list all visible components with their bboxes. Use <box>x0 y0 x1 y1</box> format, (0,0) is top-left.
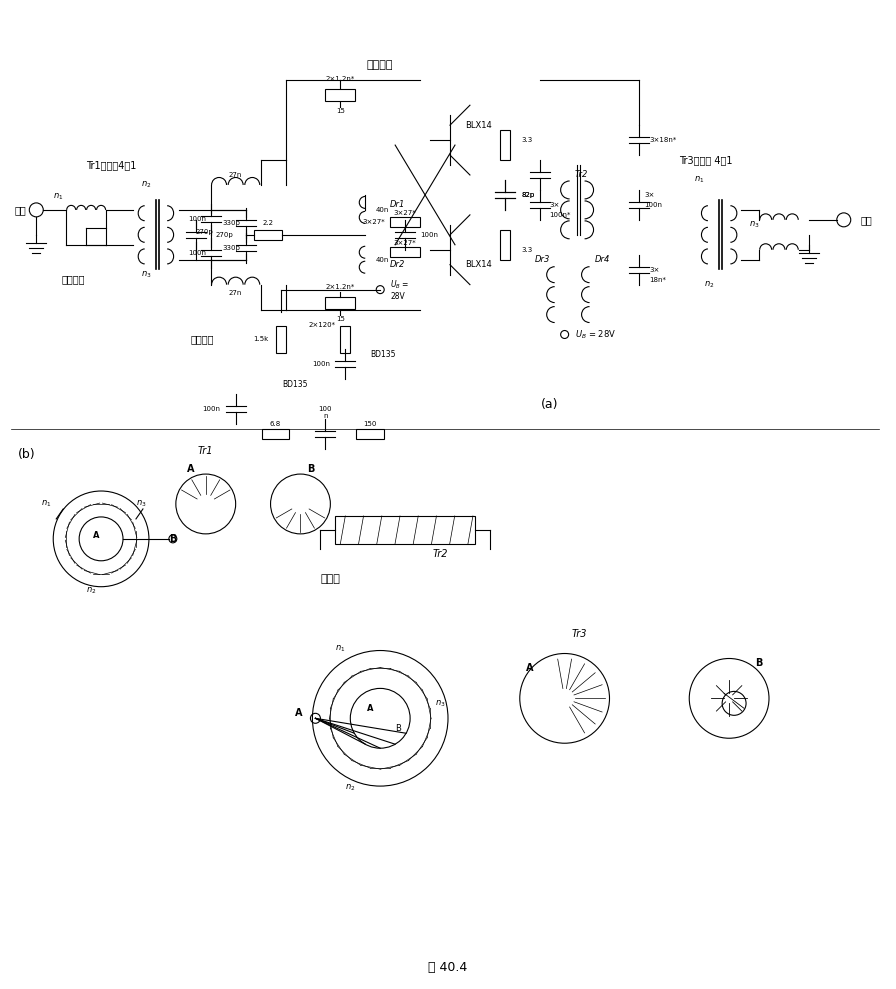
Text: 3×: 3× <box>650 267 659 273</box>
Text: Dr3: Dr3 <box>534 255 549 264</box>
Text: Tr2: Tr2 <box>432 549 448 559</box>
Text: BD135: BD135 <box>283 380 308 389</box>
Text: 绕线圈: 绕线圈 <box>321 574 340 584</box>
Text: 图 40.4: 图 40.4 <box>428 961 468 974</box>
Text: $U_B$ =
28V: $U_B$ = 28V <box>390 278 409 301</box>
Text: 3×: 3× <box>644 192 655 198</box>
Text: 100n: 100n <box>644 202 662 208</box>
Bar <box>500 131 510 160</box>
Text: $n_2$: $n_2$ <box>704 280 714 290</box>
Bar <box>335 516 475 544</box>
Text: 40n: 40n <box>375 207 389 213</box>
Text: 18n*: 18n* <box>650 277 667 283</box>
Text: B: B <box>169 534 177 544</box>
Bar <box>276 325 286 353</box>
Text: 270p: 270p <box>196 228 213 234</box>
Bar <box>340 325 350 353</box>
Text: 100n: 100n <box>420 231 438 237</box>
Text: $n_1$: $n_1$ <box>694 174 704 185</box>
Text: 3.3: 3.3 <box>521 247 533 253</box>
Text: Dr1: Dr1 <box>390 201 406 210</box>
Text: Tr3变比为 4：1: Tr3变比为 4：1 <box>679 155 733 165</box>
Text: $n_2$: $n_2$ <box>141 179 151 190</box>
Text: A: A <box>526 664 533 674</box>
Text: 偏压电路: 偏压电路 <box>191 334 214 344</box>
Text: 40n: 40n <box>375 257 389 263</box>
Bar <box>390 247 420 257</box>
Text: 2×120*: 2×120* <box>308 321 335 327</box>
Text: 150: 150 <box>364 421 377 427</box>
Text: $n_1$: $n_1$ <box>53 192 64 202</box>
Text: Dr2: Dr2 <box>390 260 406 269</box>
Bar <box>254 229 281 239</box>
Text: Tr2: Tr2 <box>574 170 588 179</box>
Text: $n_3$: $n_3$ <box>135 498 146 509</box>
Text: 82p: 82p <box>521 192 535 198</box>
Bar <box>500 229 510 260</box>
Text: $U_B$ = 28V: $U_B$ = 28V <box>574 328 616 341</box>
Text: 15: 15 <box>336 108 345 114</box>
Text: 100n*: 100n* <box>549 212 571 218</box>
Text: 输入: 输入 <box>14 205 26 215</box>
Text: $n_1$: $n_1$ <box>335 643 346 654</box>
Text: $n_3$: $n_3$ <box>141 269 151 280</box>
Text: 3.3: 3.3 <box>521 137 533 143</box>
Text: 3×27*: 3×27* <box>394 239 417 246</box>
Text: B: B <box>755 659 762 669</box>
Text: 100
n: 100 n <box>319 406 332 419</box>
Text: 330p: 330p <box>223 220 241 225</box>
Text: 270p: 270p <box>216 231 234 237</box>
Bar <box>390 217 420 226</box>
Bar <box>325 89 356 101</box>
Bar <box>357 429 384 439</box>
Text: 2.2: 2.2 <box>262 220 273 225</box>
Text: (a): (a) <box>541 398 558 410</box>
Text: (b): (b) <box>18 448 35 461</box>
Bar <box>262 429 289 439</box>
Text: $n_3$: $n_3$ <box>749 220 760 230</box>
Text: A: A <box>93 531 99 540</box>
Text: BLX14: BLX14 <box>465 121 492 130</box>
Text: 2×1.2n*: 2×1.2n* <box>326 284 355 290</box>
Text: BLX14: BLX14 <box>465 260 492 269</box>
Text: Tr1变比为4：1: Tr1变比为4：1 <box>86 160 136 170</box>
Text: B: B <box>395 724 401 733</box>
Text: 2×1.2n*: 2×1.2n* <box>326 76 355 82</box>
Text: 6.8: 6.8 <box>270 421 281 427</box>
Text: 100n: 100n <box>313 361 331 367</box>
Text: 输出: 输出 <box>861 215 873 225</box>
Text: 82p: 82p <box>521 192 535 198</box>
Text: $n_2$: $n_2$ <box>345 783 356 793</box>
Text: A: A <box>187 464 194 474</box>
Text: A: A <box>295 708 303 718</box>
Text: 3×: 3× <box>549 202 560 208</box>
Text: 27n: 27n <box>229 172 242 178</box>
Text: 3×18n*: 3×18n* <box>650 137 676 143</box>
Text: 100n: 100n <box>202 406 220 412</box>
Text: 27n: 27n <box>229 290 242 296</box>
Text: Tr3: Tr3 <box>572 629 588 639</box>
Text: 15: 15 <box>336 315 345 321</box>
Bar <box>325 297 356 309</box>
Text: 100n: 100n <box>188 250 206 256</box>
Text: 补偿网络: 补偿网络 <box>367 60 393 70</box>
Text: 平行连接: 平行连接 <box>61 275 85 285</box>
Text: 3×27*: 3×27* <box>363 219 385 225</box>
Text: 100n: 100n <box>188 216 206 222</box>
Text: 1.5k: 1.5k <box>254 336 269 342</box>
Text: A: A <box>367 704 374 713</box>
Text: B: B <box>306 464 314 474</box>
Text: 330p: 330p <box>223 244 241 251</box>
Text: BD135: BD135 <box>370 350 396 359</box>
Text: $n_1$: $n_1$ <box>41 498 51 509</box>
Text: $n_2$: $n_2$ <box>86 585 97 596</box>
Text: Tr1: Tr1 <box>198 446 213 456</box>
Text: 3×27*: 3×27* <box>394 210 417 216</box>
Text: Dr4: Dr4 <box>595 255 610 264</box>
Text: $n_3$: $n_3$ <box>435 698 445 708</box>
